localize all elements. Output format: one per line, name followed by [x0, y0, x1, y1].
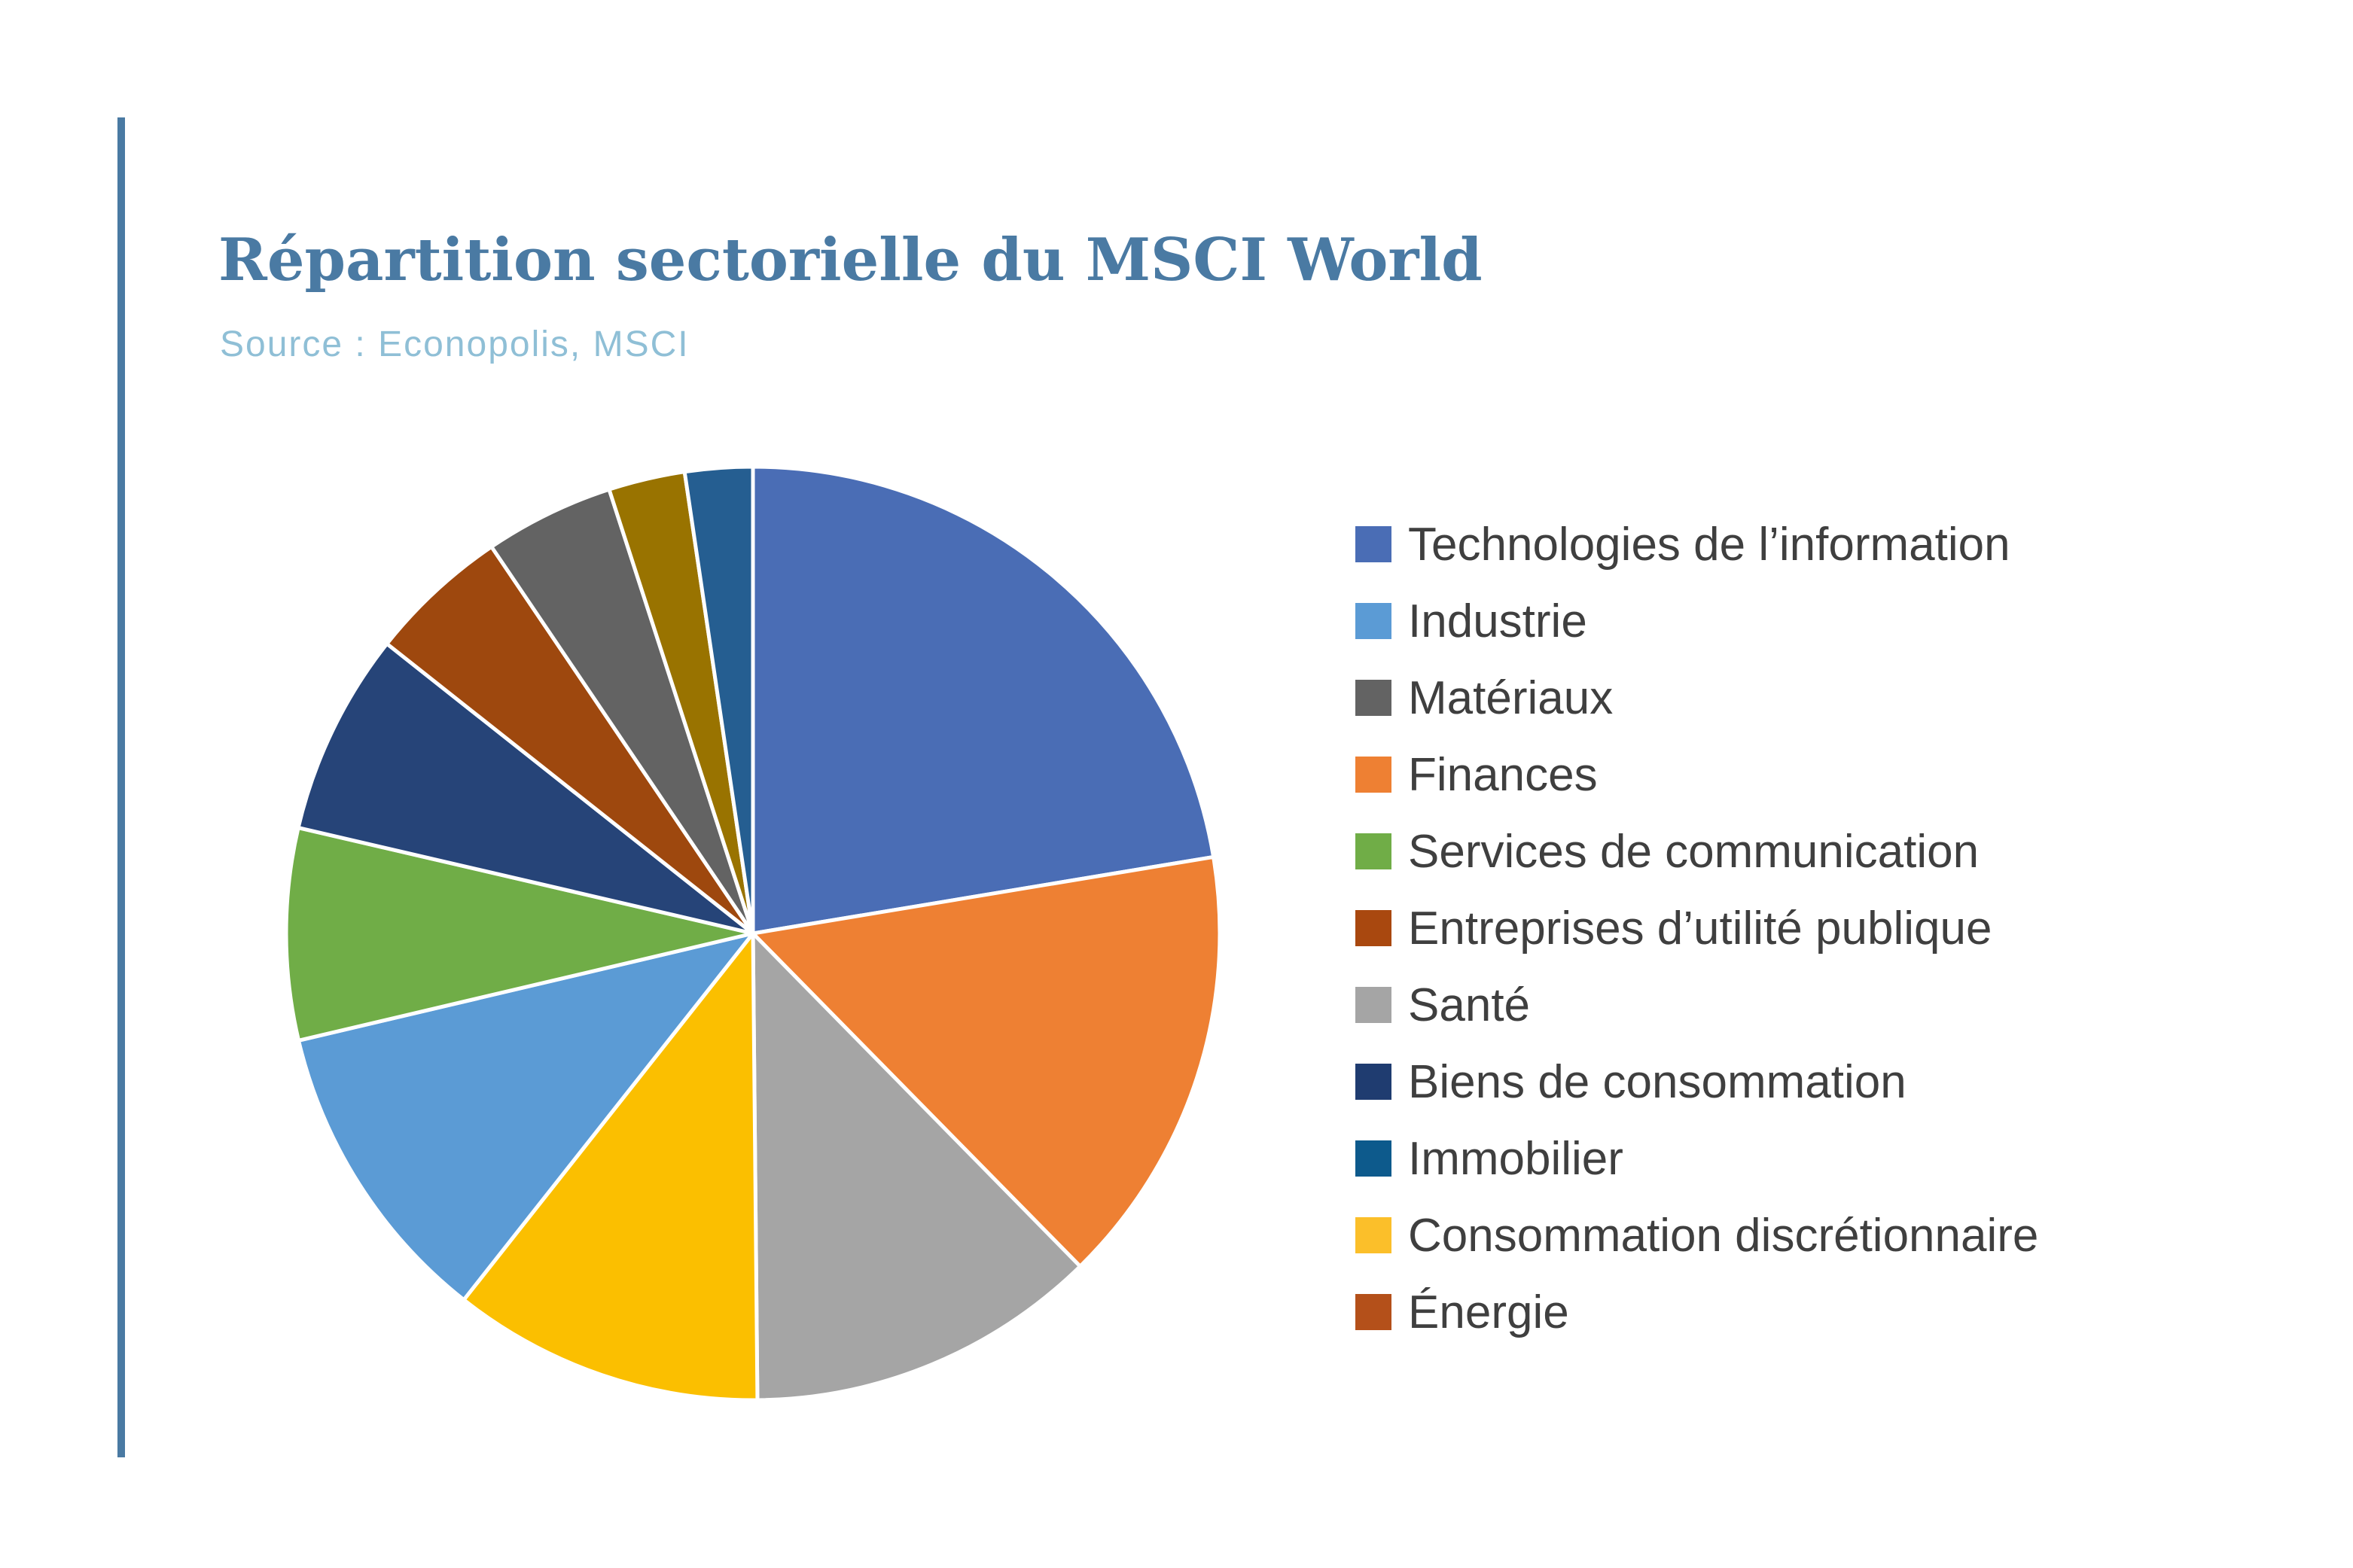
- legend-label: Consommation discrétionnaire: [1408, 1209, 2039, 1262]
- legend-item: Biens de consommation: [1355, 1043, 2038, 1120]
- legend-item: Industrie: [1355, 583, 2038, 659]
- legend-item: Technologies de l’information: [1355, 506, 2038, 583]
- legend-label: Matériaux: [1408, 671, 1614, 724]
- pie-chart: [284, 464, 1222, 1402]
- legend-item: Immobilier: [1355, 1120, 2038, 1197]
- legend-label: Technologies de l’information: [1408, 518, 2010, 571]
- legend-label: Énergie: [1408, 1286, 1569, 1338]
- legend-label: Finances: [1408, 748, 1598, 801]
- legend-label: Biens de consommation: [1408, 1055, 1906, 1108]
- legend-item: Services de communication: [1355, 813, 2038, 890]
- legend-swatch: [1355, 757, 1391, 793]
- legend-item: Finances: [1355, 736, 2038, 813]
- legend-swatch: [1355, 1217, 1391, 1253]
- legend-swatch: [1355, 833, 1391, 869]
- legend-item: Entreprises d’utilité publique: [1355, 890, 2038, 967]
- legend-swatch: [1355, 1140, 1391, 1177]
- legend-swatch: [1355, 987, 1391, 1023]
- legend: Technologies de l’information Industrie Ma…: [1355, 506, 2038, 1350]
- legend-swatch: [1355, 526, 1391, 562]
- legend-label: Services de communication: [1408, 825, 1980, 878]
- pie-slice: [751, 464, 1216, 936]
- legend-item: Consommation discrétionnaire: [1355, 1197, 2038, 1274]
- pie-slice: [489, 487, 755, 936]
- pie-slice: [751, 931, 1083, 1402]
- legend-swatch: [1355, 1064, 1391, 1100]
- legend-swatch: [1355, 603, 1391, 639]
- pie-slice: [462, 931, 760, 1402]
- legend-swatch: [1355, 680, 1391, 716]
- legend-item: Santé: [1355, 967, 2038, 1043]
- pie-slice: [682, 464, 755, 936]
- chart-subtitle: Source : Econopolis, MSCI: [220, 324, 690, 364]
- legend-swatch: [1355, 910, 1391, 946]
- pie-slice: [297, 931, 755, 1302]
- accent-bar: [117, 117, 125, 1457]
- chart-title: Répartition sectorielle du MSCI World: [218, 226, 1483, 294]
- legend-label: Santé: [1408, 979, 1531, 1031]
- legend-label: Industrie: [1408, 595, 1587, 647]
- legend-item: Énergie: [1355, 1274, 2038, 1350]
- pie-slice: [284, 826, 755, 1043]
- pie-slice: [296, 641, 755, 936]
- legend-swatch: [1355, 1294, 1391, 1330]
- legend-label: Immobilier: [1408, 1132, 1623, 1185]
- legend-item: Matériaux: [1355, 659, 2038, 736]
- pie-slice: [385, 544, 755, 936]
- legend-label: Entreprises d’utilité publique: [1408, 902, 1992, 955]
- pie-slice: [751, 854, 1222, 1268]
